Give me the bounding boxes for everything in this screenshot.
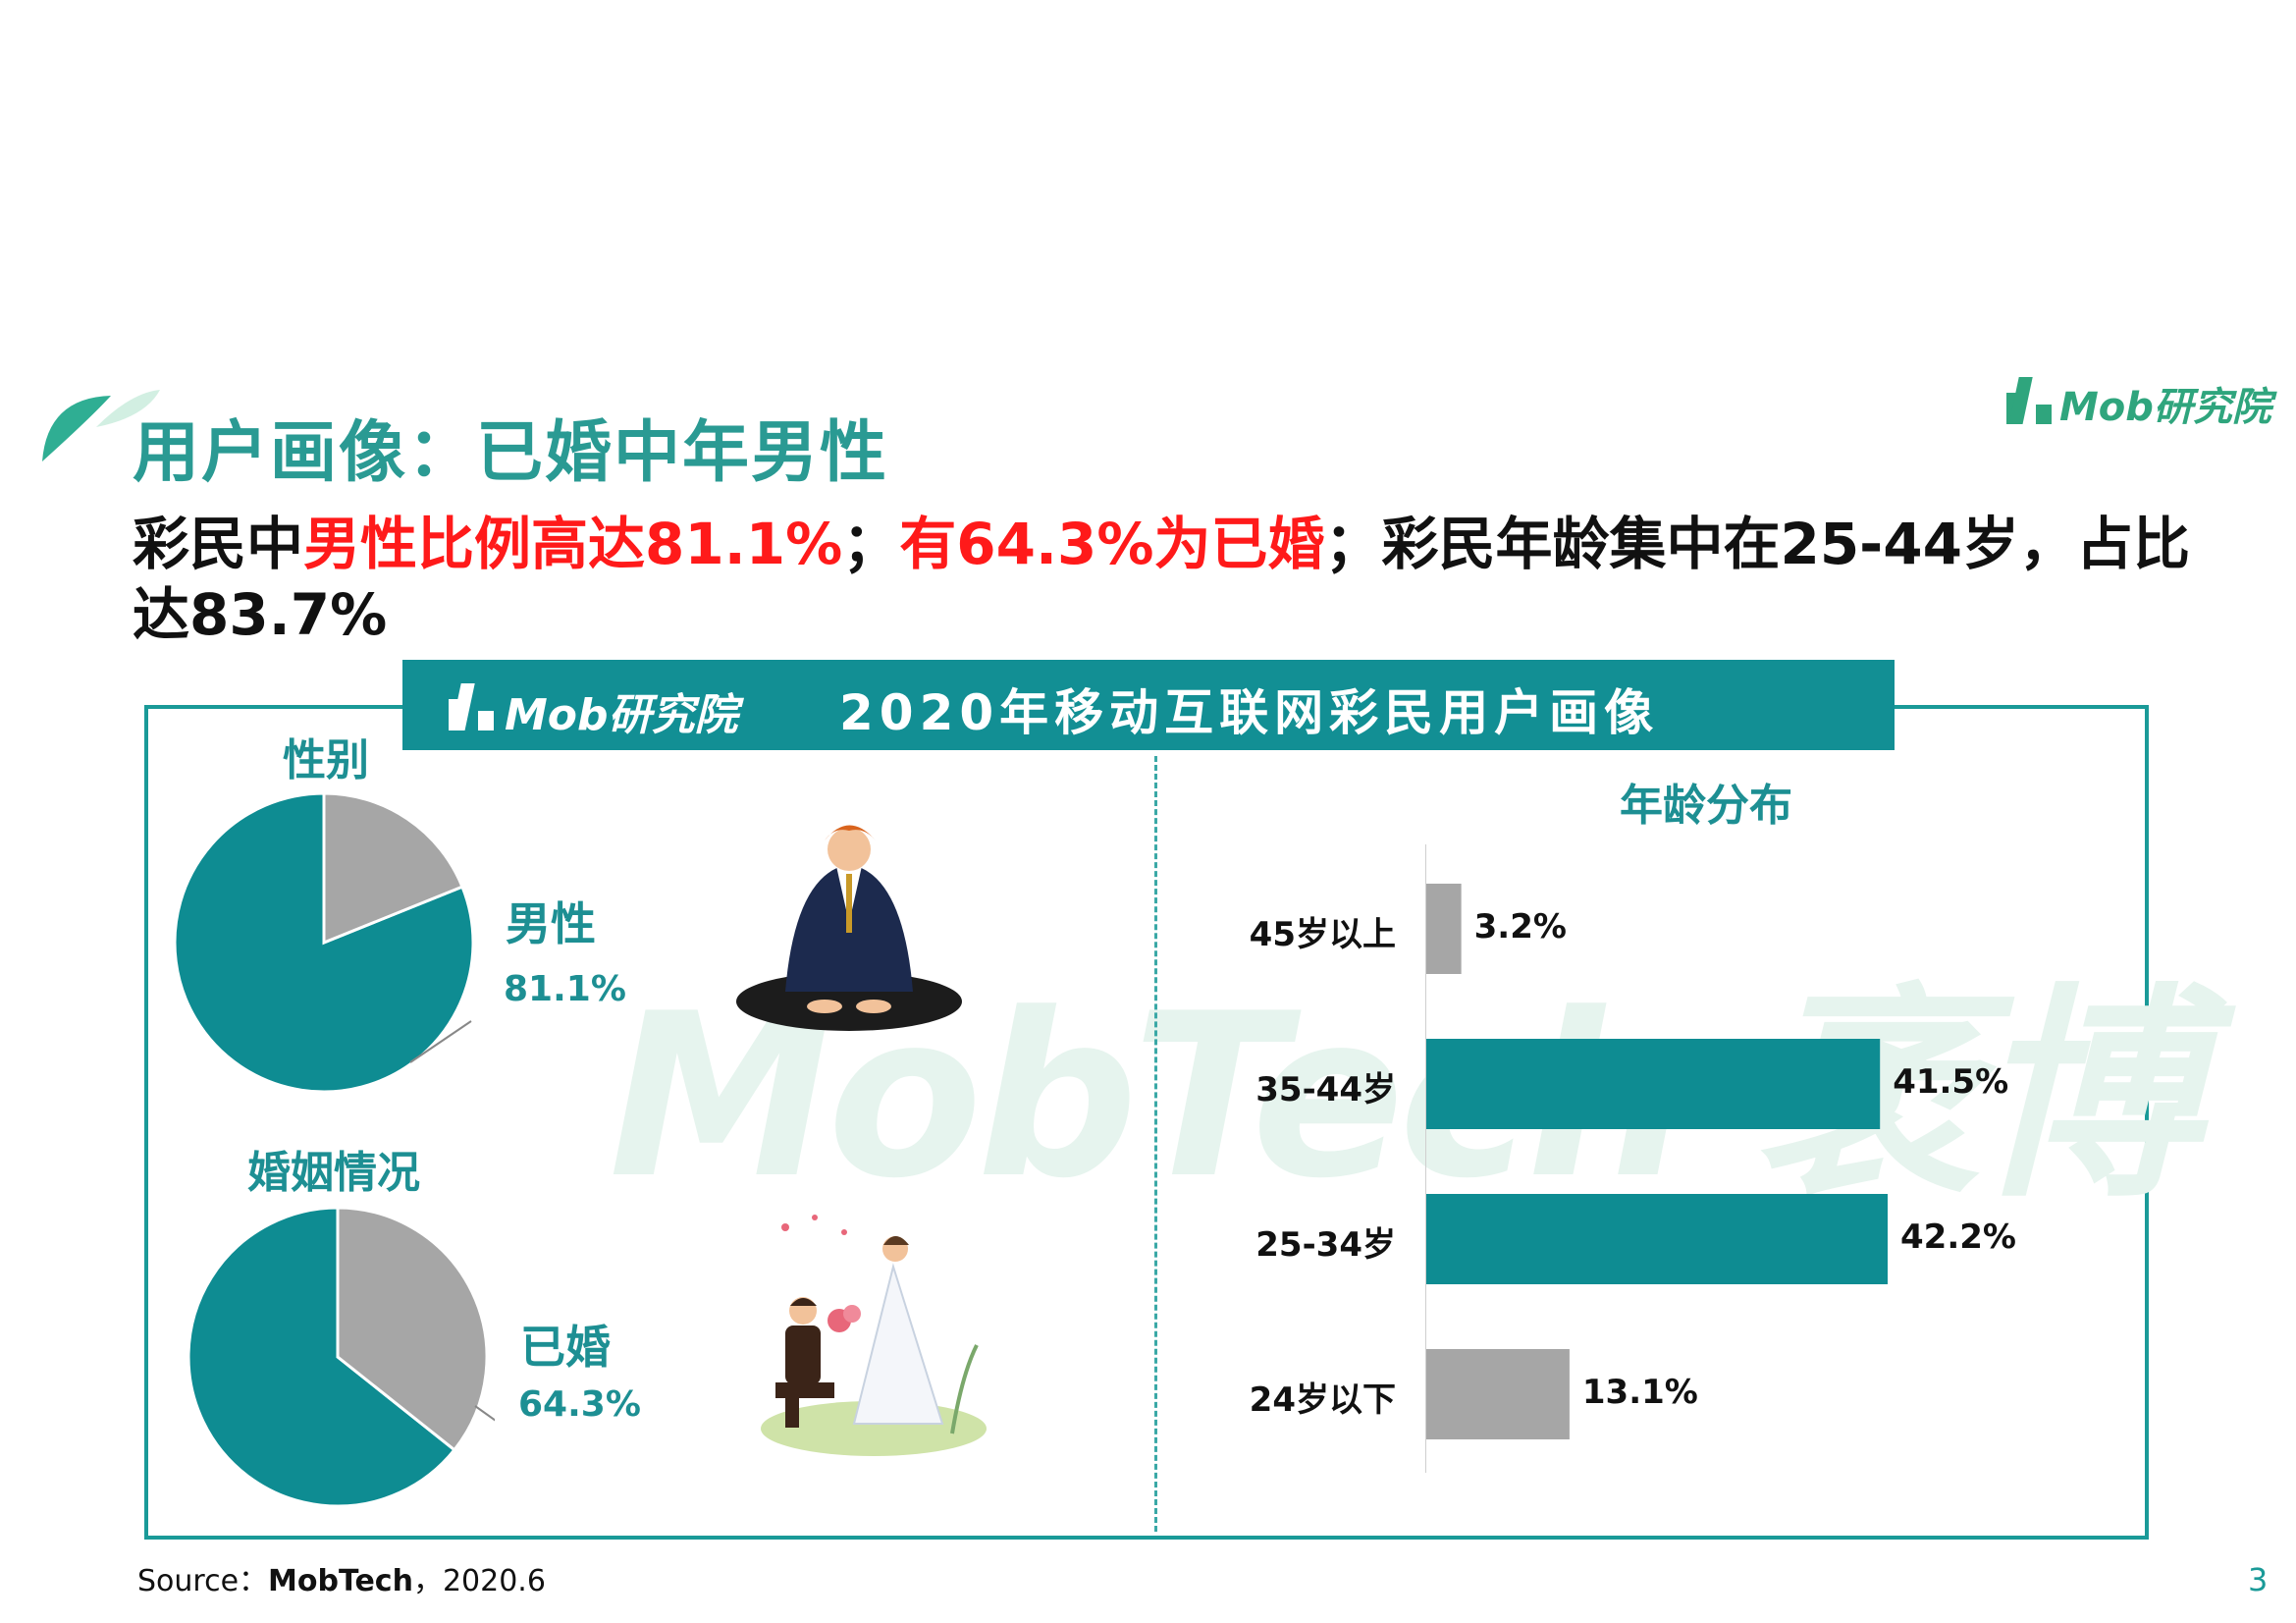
page-number: 3	[2248, 1561, 2269, 1598]
age-bar-chart	[1425, 844, 1888, 1473]
age-bar-value-label: 41.5%	[1893, 1062, 2009, 1102]
page-title: 用户画像：已婚中年男性	[133, 414, 889, 492]
marriage-pie-slice-0	[187, 1206, 457, 1508]
mob-logo-icon	[2006, 377, 2052, 424]
age-bar-3	[1426, 1349, 1570, 1439]
gender-pie-leader-line	[409, 1020, 472, 1063]
subtitle-married-highlight: 有64.3%为已婚	[899, 511, 1325, 577]
age-bar-category-label: 35-44岁	[1255, 1070, 1396, 1109]
age-bar-1	[1426, 1039, 1881, 1129]
banner-logo: Mob研究院	[444, 677, 758, 740]
meditating-man-illustration	[736, 825, 962, 1031]
source-name: MobTech	[268, 1564, 413, 1598]
gender-pie-chart	[173, 791, 475, 1094]
subtitle-part3: ；	[842, 511, 900, 577]
banner-logo-icon	[449, 683, 494, 730]
mob-logo: Mob研究院	[2002, 371, 2271, 430]
panel-banner	[402, 660, 1895, 750]
subtitle-part5: ；彩民年龄集中在25-44岁，占比达83.7%	[133, 511, 2190, 648]
source-suffix: ，2020.6	[412, 1564, 546, 1598]
age-bar-2	[1426, 1194, 1888, 1284]
marriage-chart-title: 婚姻情况	[247, 1148, 420, 1198]
page-subtitle: 彩民中男性比例高达81.1%；有64.3%为已婚；彩民年龄集中在25-44岁，占…	[133, 509, 2194, 650]
gender-male-value: 81.1%	[504, 969, 626, 1009]
gender-pie-slice-1	[322, 791, 464, 946]
age-bar-category-label: 45岁以上	[1249, 915, 1396, 954]
gender-male-label: 男性	[506, 897, 596, 950]
subtitle-male-highlight: 男性比例高达81.1%	[303, 511, 843, 577]
age-bar-0	[1426, 884, 1462, 974]
age-bar-category-label: 25-34岁	[1255, 1225, 1396, 1265]
panel-divider	[1154, 756, 1157, 1532]
title-leaf-decoration	[42, 390, 160, 461]
marriage-married-label: 已婚	[520, 1321, 611, 1374]
marriage-pie-chart	[187, 1206, 495, 1508]
source-note: Source：MobTech，2020.6	[137, 1556, 546, 1599]
banner-title: 2020年移动互联网彩民用户画像	[839, 684, 1660, 741]
marriage-married-value: 64.3%	[518, 1384, 641, 1425]
mob-logo-text: Mob研究院	[2059, 385, 2271, 430]
age-bar-category-label: 24岁以下	[1249, 1380, 1396, 1420]
subtitle-part1: 彩民中	[133, 511, 304, 577]
banner-logo-text: Mob研究院	[505, 690, 738, 740]
proposal-illustration	[761, 1215, 987, 1456]
marriage-pie-leader-line	[474, 1405, 495, 1422]
age-bar-value-label: 13.1%	[1581, 1373, 1698, 1412]
marriage-pie-slice-1	[336, 1206, 489, 1452]
age-chart-title: 年龄分布	[1620, 781, 1792, 831]
source-prefix: Source：	[137, 1564, 269, 1598]
gender-chart-title: 性别	[283, 735, 369, 785]
age-bar-value-label: 3.2%	[1473, 907, 1567, 947]
age-bar-value-label: 42.2%	[1900, 1217, 2016, 1257]
